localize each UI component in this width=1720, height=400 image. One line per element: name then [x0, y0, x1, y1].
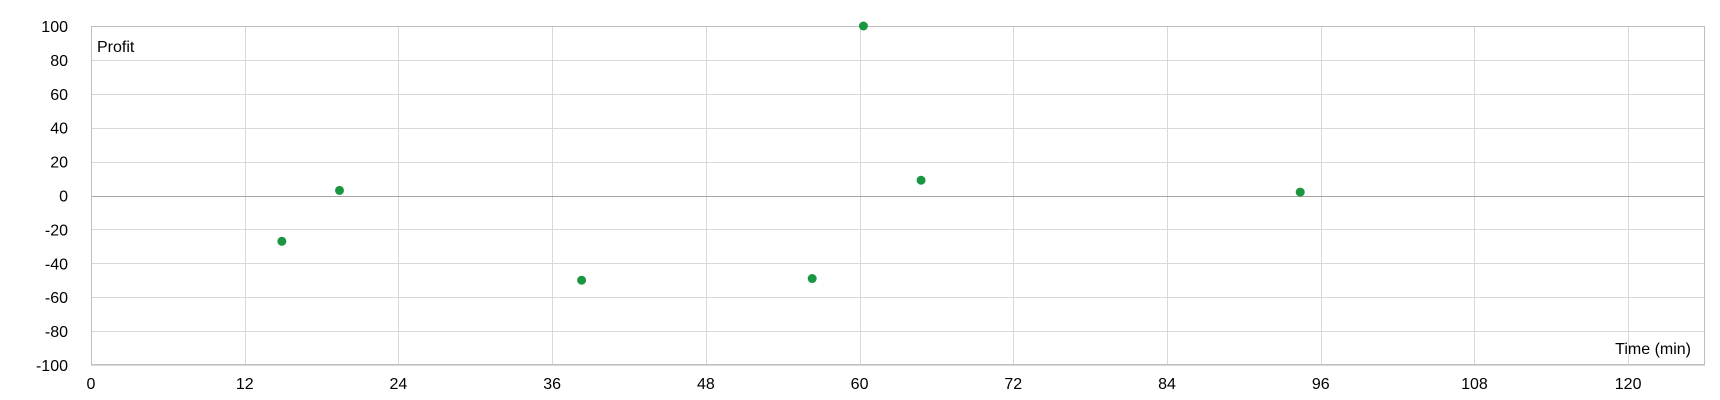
y-tick-label: 100: [41, 19, 68, 36]
plot-area-frame: [91, 26, 1705, 365]
x-axis-title: Time (min): [1615, 341, 1691, 358]
y-tick-label: 40: [50, 121, 68, 138]
y-tick-label: 60: [50, 87, 68, 104]
x-tick-label: 84: [1158, 376, 1176, 393]
y-tick-label: 20: [50, 155, 68, 172]
data-point: [577, 275, 587, 285]
x-axis-tick-labels: 0 12 24 36 48 60 72 84 96 108 120: [87, 376, 1642, 393]
x-tick-label: 96: [1312, 376, 1330, 393]
data-point: [1295, 187, 1305, 197]
y-tick-label: -20: [45, 222, 68, 239]
y-tick-label: -60: [45, 290, 68, 307]
x-tick-label: 72: [1004, 376, 1022, 393]
x-tick-label: 48: [697, 376, 715, 393]
x-tick-label: 24: [390, 376, 408, 393]
y-tick-label: 0: [59, 189, 68, 206]
y-tick-label: -80: [45, 324, 68, 341]
y-tick-label: -100: [36, 358, 68, 375]
x-tick-label: 120: [1615, 376, 1642, 393]
x-tick-label: 0: [87, 376, 96, 393]
data-point: [858, 21, 868, 31]
x-tick-label: 12: [236, 376, 254, 393]
y-axis-title: Profit: [97, 39, 135, 56]
y-axis-tick-labels: 100 80 60 40 20 0 -20 -40 -60 -80 -100: [36, 19, 68, 375]
x-tick-label: 108: [1461, 376, 1488, 393]
data-point: [807, 274, 817, 284]
grid-lines: [91, 26, 1705, 366]
data-point: [277, 236, 287, 246]
data-point: [916, 175, 926, 185]
y-tick-label: -40: [45, 256, 68, 273]
data-point: [335, 185, 345, 195]
y-tick-label: 80: [50, 53, 68, 70]
x-tick-label: 36: [543, 376, 561, 393]
data-points: [277, 21, 1305, 285]
x-tick-label: 60: [851, 376, 869, 393]
